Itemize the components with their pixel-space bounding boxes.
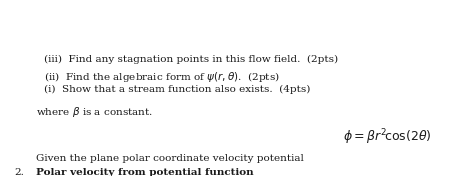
Text: Polar velocity from potential function: Polar velocity from potential function: [36, 168, 254, 176]
Text: (iii)  Find any stagnation points in this flow field.  (2pts): (iii) Find any stagnation points in this…: [44, 55, 338, 64]
Text: Given the plane polar coordinate velocity potential: Given the plane polar coordinate velocit…: [36, 154, 304, 163]
Text: (ii)  Find the algebraic form of $\psi(r, \theta)$.  (2pts): (ii) Find the algebraic form of $\psi(r,…: [44, 70, 280, 84]
Text: where $\beta$ is a constant.: where $\beta$ is a constant.: [36, 105, 153, 119]
Text: 2.: 2.: [14, 168, 24, 176]
Text: (i)  Show that a stream function also exists.  (4pts): (i) Show that a stream function also exi…: [44, 85, 310, 94]
Text: $\phi = \beta r^2\!\cos(2\theta)$: $\phi = \beta r^2\!\cos(2\theta)$: [343, 127, 432, 147]
